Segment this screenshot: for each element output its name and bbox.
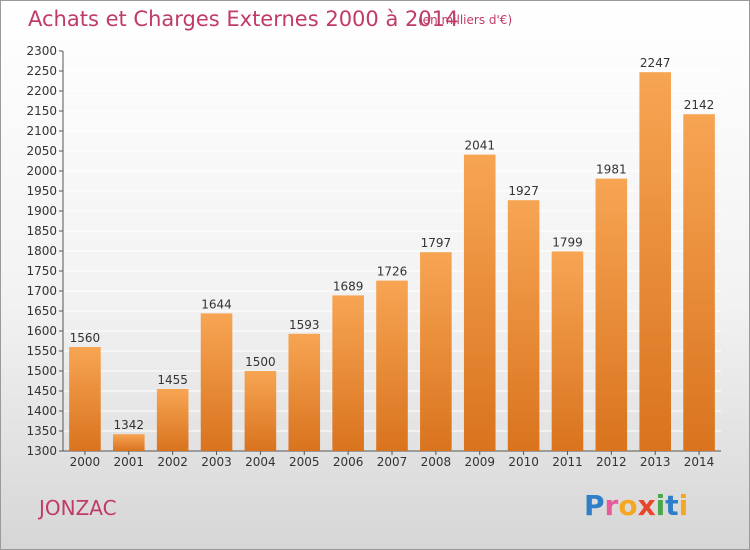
value-label: 1689	[333, 279, 364, 293]
y-tick-label: 1350	[26, 424, 57, 438]
value-labels: 1560 1342 1455 1644 1500 1593 1689 1726 1797 2041…	[70, 56, 715, 432]
y-tick-label: 1650	[26, 304, 57, 318]
x-tick-label: 2011	[552, 455, 583, 469]
y-tick-label: 1500	[26, 364, 57, 378]
bar	[507, 200, 540, 451]
commune-name: JONZAC	[39, 496, 117, 520]
y-tick-label: 1900	[26, 204, 57, 218]
value-label: 1593	[289, 318, 320, 332]
value-label: 2041	[464, 139, 495, 153]
value-label: 1560	[70, 331, 101, 345]
bar	[683, 114, 715, 451]
x-tick-label: 2013	[640, 455, 671, 469]
y-tick-label: 1700	[26, 284, 57, 298]
unit-note: (en milliers d'€)	[418, 13, 513, 27]
bar	[200, 313, 233, 451]
y-tick-label: 1950	[26, 184, 57, 198]
logo-letter: i	[655, 489, 666, 522]
logo-letter: i	[678, 489, 689, 522]
x-tick-label: 2003	[201, 455, 232, 469]
value-label: 1455	[157, 373, 188, 387]
bar	[332, 295, 364, 451]
x-tick-label: 2005	[289, 455, 320, 469]
value-label: 1797	[421, 236, 452, 250]
x-tick-label: 2012	[596, 455, 627, 469]
bar	[376, 280, 408, 451]
value-label: 2142	[684, 98, 715, 112]
x-tick-label: 2008	[421, 455, 452, 469]
x-tick-label: 2002	[157, 455, 188, 469]
value-label: 1342	[114, 418, 145, 432]
value-label: 1981	[596, 163, 627, 177]
y-tick-label: 1600	[26, 324, 57, 338]
value-label: 2247	[640, 56, 671, 70]
y-tick-label: 2100	[26, 124, 57, 138]
proxiti-logo[interactable]: Proxiti	[584, 489, 688, 522]
x-tick-label: 2000	[70, 455, 101, 469]
x-tick-label: 2014	[684, 455, 715, 469]
x-tick-label: 2001	[114, 455, 145, 469]
bar	[69, 347, 101, 451]
y-tick-label: 2250	[26, 64, 57, 78]
bar	[595, 178, 628, 451]
y-tick-label: 2300	[26, 44, 57, 58]
bar	[639, 72, 671, 451]
y-tick-label: 1750	[26, 264, 57, 278]
logo-letter: P	[584, 489, 605, 522]
bars	[69, 72, 715, 451]
y-tick-label: 1850	[26, 224, 57, 238]
y-tick-label: 1550	[26, 344, 57, 358]
x-tick-label: 2004	[245, 455, 276, 469]
y-tick-label: 1450	[26, 384, 57, 398]
bar	[551, 251, 584, 451]
logo-letter: o	[618, 489, 638, 522]
x-tick-label: 2009	[464, 455, 495, 469]
y-tick-label: 2000	[26, 164, 57, 178]
y-tick-label: 1400	[26, 404, 57, 418]
bar	[113, 434, 145, 451]
x-tick-label: 2007	[377, 455, 408, 469]
bar	[288, 333, 321, 451]
value-label: 1927	[508, 184, 539, 198]
y-tick-label: 1300	[26, 444, 57, 458]
y-tick-label: 1800	[26, 244, 57, 258]
x-axis: 2000 2001 2002 2003 2004 2005 2006 2007 2008 2009…	[70, 451, 715, 469]
logo-letter: t	[665, 489, 679, 522]
value-label: 1799	[552, 235, 583, 249]
bar	[463, 154, 496, 451]
value-label: 1644	[201, 297, 232, 311]
bar	[156, 389, 189, 451]
y-tick-label: 2200	[26, 84, 57, 98]
y-tick-label: 2150	[26, 104, 57, 118]
logo-letter: x	[637, 489, 656, 522]
logo-letter: r	[604, 489, 619, 522]
x-tick-label: 2010	[508, 455, 539, 469]
value-label: 1500	[245, 355, 276, 369]
bar	[420, 252, 452, 451]
y-tick-label: 2050	[26, 144, 57, 158]
x-tick-label: 2006	[333, 455, 364, 469]
chart-title: Achats et Charges Externes 2000 à 2014	[28, 7, 459, 31]
value-label: 1726	[377, 265, 408, 279]
bar	[244, 371, 277, 451]
